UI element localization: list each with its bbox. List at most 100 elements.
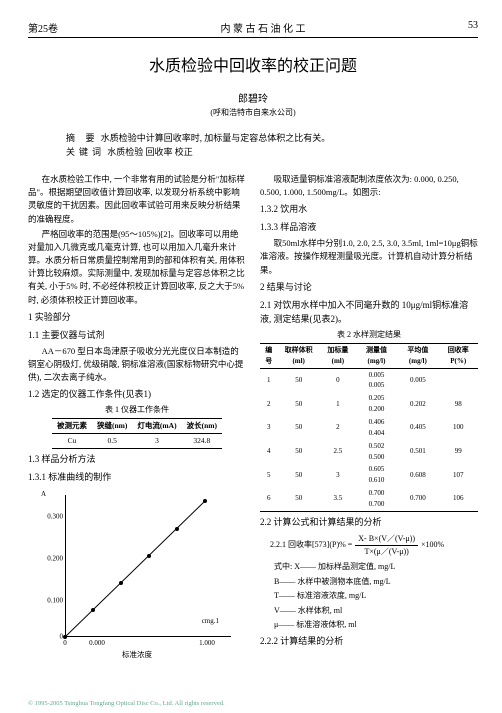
table-cell: 2.5	[320, 440, 356, 464]
table-cell: 3	[320, 463, 356, 487]
conc-p: 吸取适量铜标准溶液配制浓度依次为: 0.000, 0.250, 0.500, 1…	[260, 173, 478, 199]
sec-2-2-1: 2.2.1 回收率[573](P)% =	[270, 539, 352, 551]
fraction: X- B×(V／(V-μ)) T×(μ／(V-μ))	[355, 533, 418, 559]
table-cell: 50	[277, 392, 319, 416]
volume: 第25卷	[28, 20, 58, 35]
instr-p: AA－670 型日本岛津原子吸收分光光度仪日本制造的铜室心阴极灯, 优级硝酸, …	[28, 345, 246, 385]
chart-svg	[37, 489, 237, 659]
sec-1-3-3: 1.3.3 样品溶液	[260, 221, 478, 235]
table-header: 狭缝(nm)	[92, 419, 132, 434]
copyright-footer: © 1995-2005 Tsinghua Tongfang Optical Di…	[28, 700, 225, 707]
table-cell: 6	[260, 487, 277, 511]
table-cell: 99	[439, 440, 478, 464]
x-tick: 1.000	[199, 638, 215, 649]
table-cell: 0.4060.404	[356, 416, 397, 440]
sec-1-2: 1.2 选定的仪器工作条件(见表1)	[28, 388, 246, 402]
table-cell: 0.5020.500	[356, 440, 397, 464]
y-tick: 0.300	[37, 511, 63, 522]
table-cell: 106	[439, 487, 478, 511]
table-header: 编号	[260, 343, 277, 368]
sec-1-3-2: 1.3.2 饮用水	[260, 203, 478, 217]
table-cell: 0.7000.700	[356, 487, 397, 511]
x-tick: 0.000	[89, 638, 105, 649]
table-header: 取样体积(ml)	[277, 343, 319, 368]
table-cell: 50	[277, 416, 319, 440]
author: 郎碧玲	[28, 90, 478, 105]
table-cell: 50	[277, 463, 319, 487]
page-header: 第25卷 内 蒙 古 石 油 化 工 53	[28, 20, 478, 38]
where-list: 式中: X—— 加标样品测定值, mg/L B—— 水样中被测物本底值, mg/L…	[260, 561, 478, 631]
where-item: B—— 水样中被测物本底值, mg/L	[274, 576, 478, 588]
table-cell: 324.8	[182, 434, 222, 449]
sec-2: 2 结果与讨论	[260, 281, 478, 295]
table-header: 测量值(mg/l)	[356, 343, 397, 368]
table-cell: 50	[277, 487, 319, 511]
sec-1-1: 1.1 主要仪器与试剂	[28, 329, 246, 343]
table-cell: 0.608	[397, 463, 438, 487]
table-header: 加标量(ml)	[320, 343, 356, 368]
where-item: T—— 标准溶液浓度, mg/L	[274, 590, 478, 602]
table-header: 灯电流(mA)	[132, 419, 181, 434]
table-cell: 0.5	[92, 434, 132, 449]
sample-p: 取50ml水样中分别1.0, 2.0, 2.5, 3.0, 3.5ml, 1ml…	[260, 237, 478, 277]
affiliation: (呼和浩特市自来水公司)	[28, 107, 478, 118]
table-cell: 0.6050.610	[356, 463, 397, 487]
recovery-formula: 2.2.1 回收率[573](P)% = X- B×(V／(V-μ)) T×(μ…	[270, 533, 478, 559]
table-cell: 0.405	[397, 416, 438, 440]
table-cell	[439, 368, 478, 392]
table-cell: 5	[260, 463, 277, 487]
table-cell: 0.2050.200	[356, 392, 397, 416]
table-cell: 2	[260, 392, 277, 416]
table-1: 被测元素狭缝(nm)灯电流(mA)波长(nm) Cu0.53324.8	[52, 418, 222, 448]
left-column: 在水质检验工作中, 一个非常有用的试验是分析"加标样品"。根据期望回收值计算回收…	[28, 173, 246, 659]
abstract-text: 水质检验中计算回收率时, 加标量与定容总体积之比有关。	[101, 133, 331, 143]
y-tick: 0.200	[37, 553, 63, 564]
table-cell: 3	[132, 434, 181, 449]
table-cell: 1	[260, 368, 277, 392]
table-cell: 1	[320, 392, 356, 416]
table-cell: 50	[277, 440, 319, 464]
intro-p1: 在水质检验工作中, 一个非常有用的试验是分析"加标样品"。根据期望回收值计算回收…	[28, 173, 246, 226]
paper-title: 水质检验中回收率的校正问题	[28, 52, 478, 76]
table-cell: Cu	[52, 434, 92, 449]
table-cell: 0.005	[397, 368, 438, 392]
x-tick: 0	[63, 638, 67, 649]
sec-2-2: 2.2 计算公式和计算结果的分析	[260, 516, 478, 530]
page-num: 53	[468, 20, 478, 35]
table2-caption: 表 2 水样测定结果	[260, 329, 478, 341]
y-tick: 0.100	[37, 595, 63, 606]
table-cell: 0.0050.005	[356, 368, 397, 392]
keywords-text: 水质检验 回收率 校正	[107, 147, 193, 157]
x-axis-label: 标准浓度	[122, 649, 152, 661]
table-cell: 0.202	[397, 392, 438, 416]
where-item: 式中: X—— 加标样品测定值, mg/L	[274, 561, 478, 573]
inline-label: cmg.1	[202, 616, 219, 627]
sec-2-1: 2.1 对饮用水样中加入不同毫升数的 10μg/ml铜标准溶液, 测定结果(见表…	[260, 299, 478, 327]
table-cell: 3.5	[320, 487, 356, 511]
table-header: 平均值(mg/l)	[397, 343, 438, 368]
sec-1-3: 1.3 样品分析方法	[28, 453, 246, 467]
denominator: T×(μ／(V-μ))	[364, 546, 408, 558]
table-cell: 0.501	[397, 440, 438, 464]
table-cell: 0	[320, 368, 356, 392]
keywords-label: 关键词	[66, 147, 105, 157]
sec-1-3-1: 1.3.1 标准曲线的制作	[28, 471, 246, 485]
table-cell: 50	[277, 368, 319, 392]
table1-caption: 表 1 仪器工作条件	[28, 404, 246, 416]
content-columns: 在水质检验工作中, 一个非常有用的试验是分析"加标样品"。根据期望回收值计算回收…	[28, 173, 478, 659]
table-cell: 107	[439, 463, 478, 487]
intro-p2: 严格回收率的范围是(95～105%)[2]。回收率可以用绝对量加入几微克或几毫克…	[28, 228, 246, 307]
abstract-label: 摘 要	[66, 133, 99, 143]
table-cell: 2	[320, 416, 356, 440]
sec-2-2-2: 2.2.2 计算结果的分析	[260, 635, 478, 649]
table-cell: 3	[260, 416, 277, 440]
abstract-block: 摘 要 水质检验中计算回收率时, 加标量与定容总体积之比有关。 关键词 水质检验…	[66, 132, 440, 159]
calibration-chart: A cmg.1 标准浓度 0.3000.2000.100000.0001.000	[37, 489, 237, 659]
table-header: 被测元素	[52, 419, 92, 434]
times-100: ×100%	[421, 539, 444, 551]
y-tick: 0	[37, 631, 63, 642]
where-item: μ—— 标准溶液体积, ml	[274, 619, 478, 631]
table-header: 波长(nm)	[182, 419, 222, 434]
right-column: 吸取适量铜标准溶液配制浓度依次为: 0.000, 0.250, 0.500, 1…	[260, 173, 478, 659]
table-cell: 4	[260, 440, 277, 464]
